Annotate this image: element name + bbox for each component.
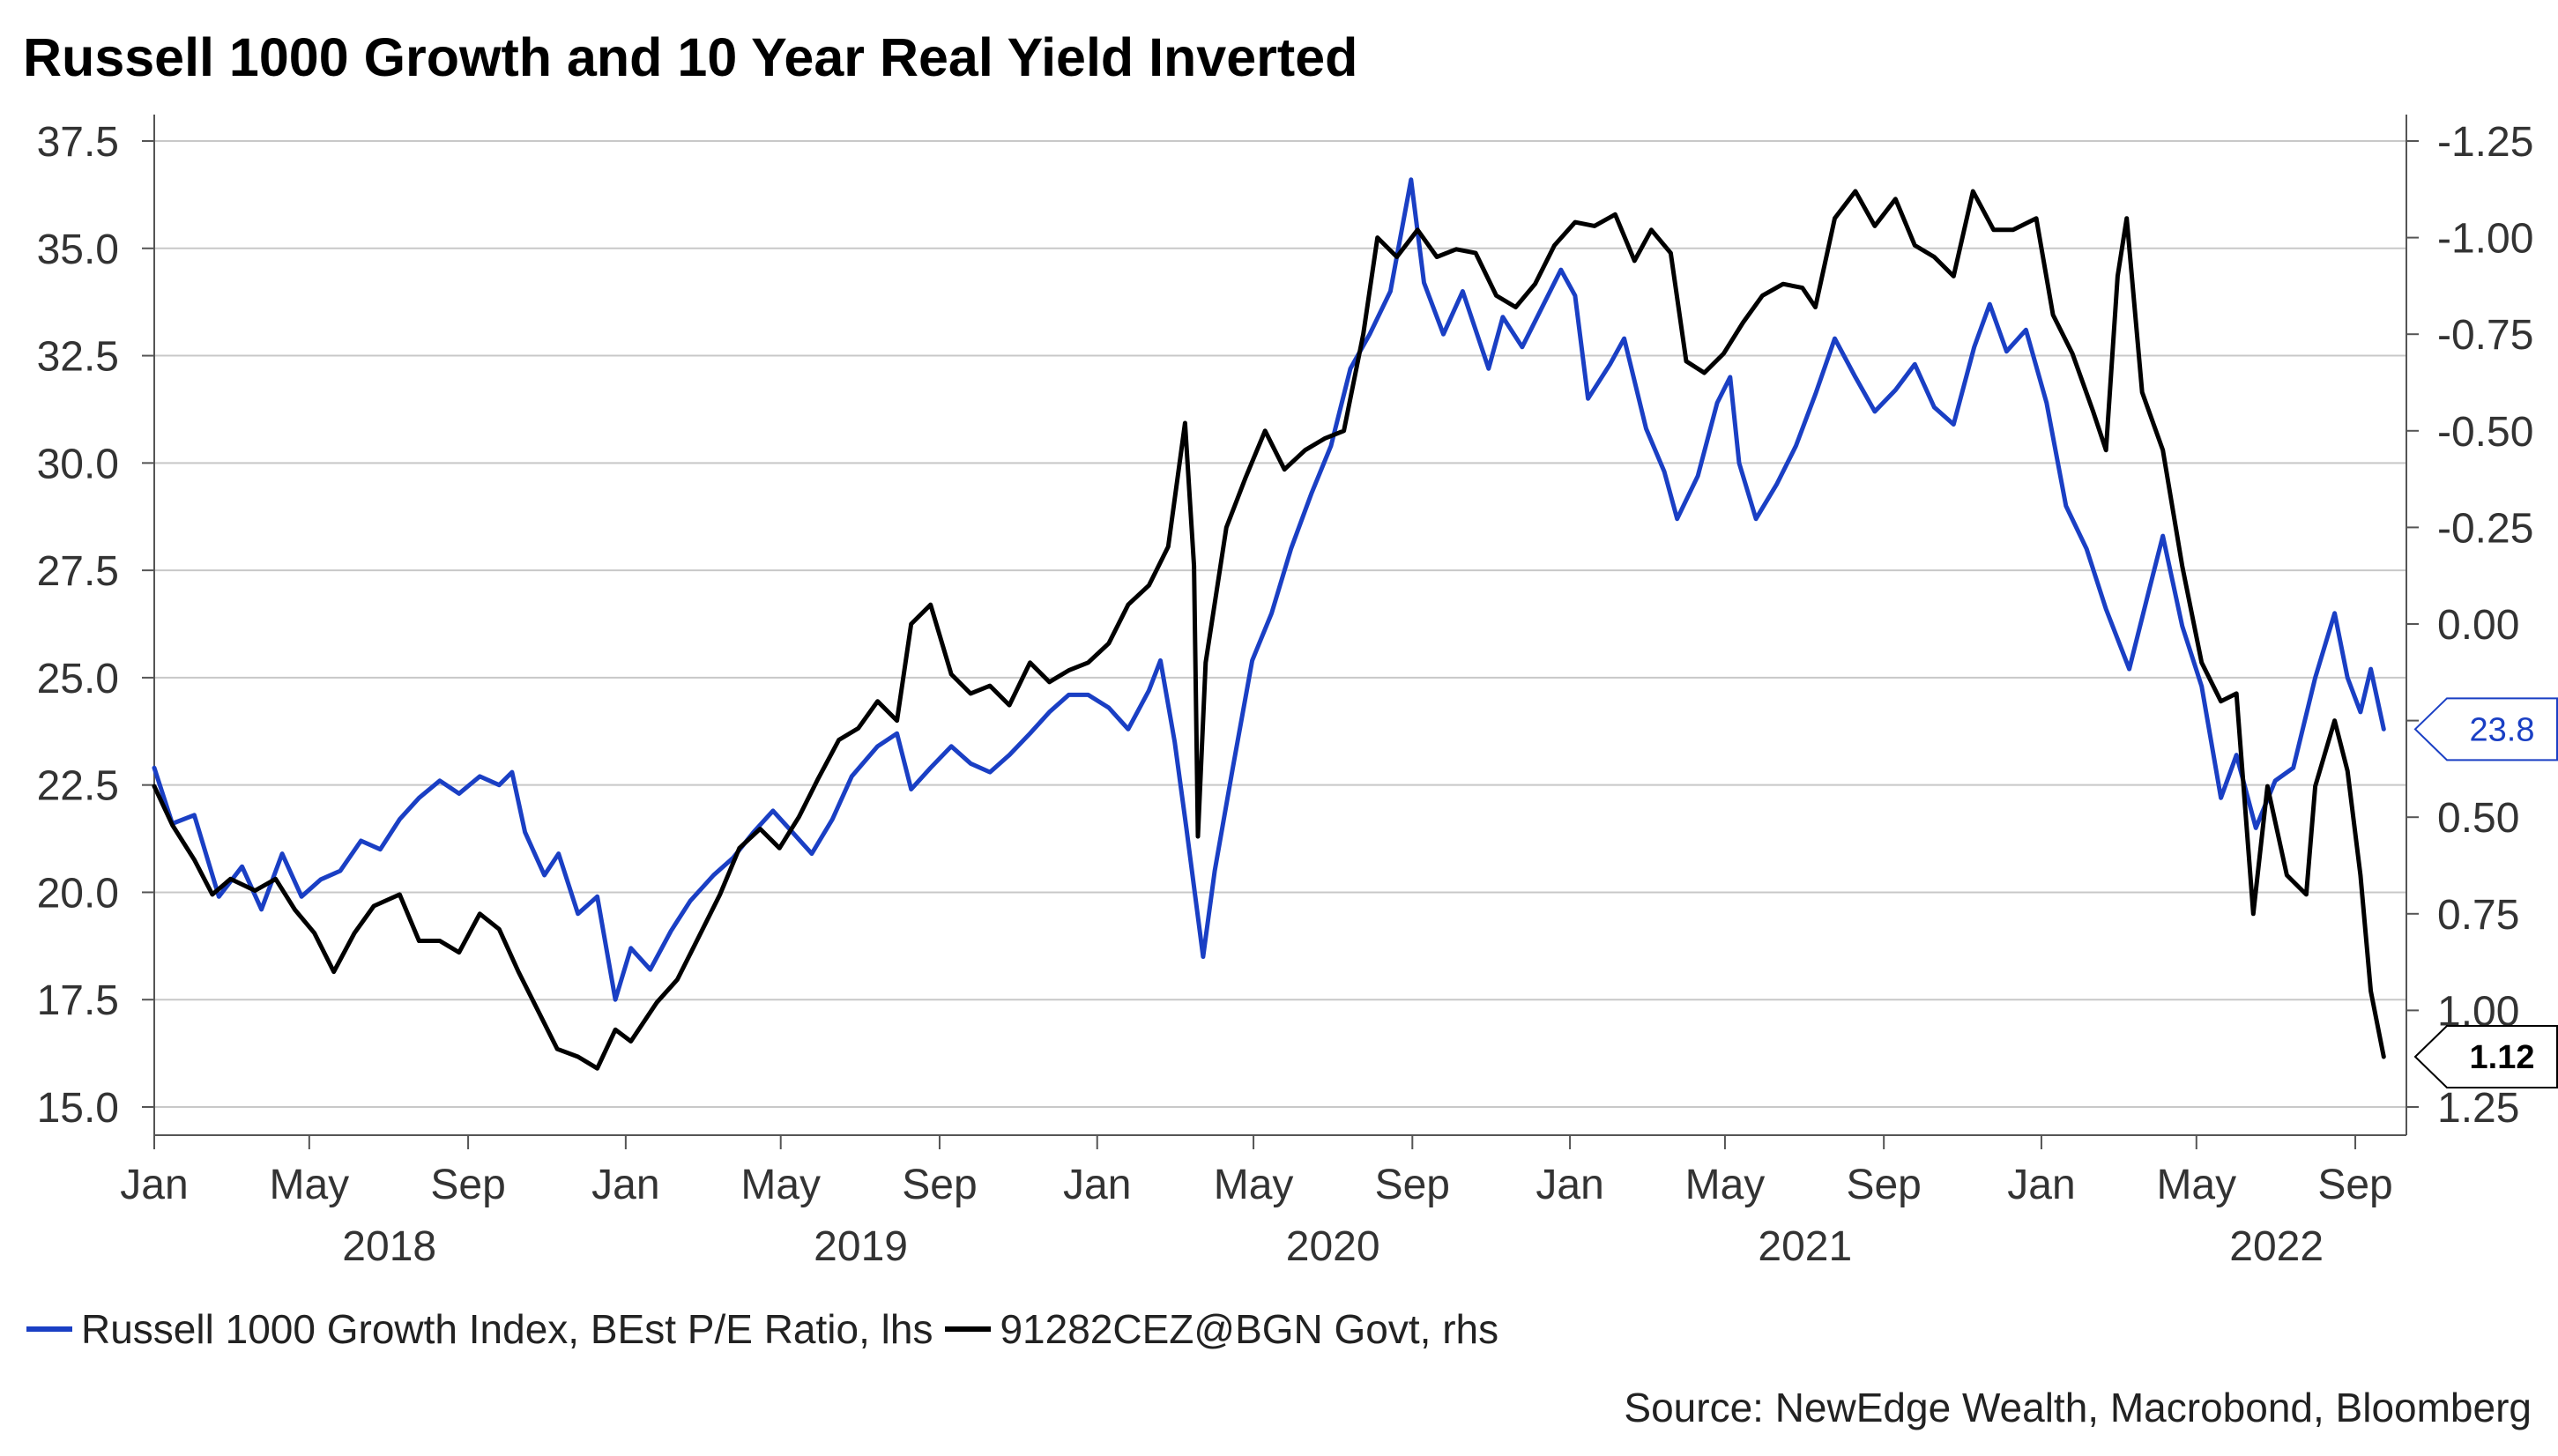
right-tick-label: -1.00 (2437, 216, 2533, 263)
right-tick-label: 0.00 (2437, 602, 2519, 649)
last-value-flag-real-yield (2413, 1025, 2558, 1089)
legend-swatch-pe-ratio (26, 1326, 72, 1332)
last-value-flags: 23.8 1.12 (2413, 697, 2558, 1089)
left-tick-label: 22.5 (37, 763, 119, 810)
x-tick-label: Jan (591, 1162, 659, 1208)
left-tick-label: 37.5 (37, 119, 119, 166)
right-tick-label: 0.50 (2437, 795, 2519, 842)
right-tick-label: -0.75 (2437, 312, 2533, 359)
legend-item-pe-ratio: Russell 1000 Growth Index, BEst P/E Rati… (26, 1305, 933, 1353)
source-note: Source: NewEdge Wealth, Macrobond, Bloom… (1624, 1385, 2532, 1430)
last-value-label-real-yield: 1.12 (2470, 1039, 2535, 1076)
left-tick-label: 17.5 (37, 977, 119, 1024)
right-tick-label: -0.50 (2437, 409, 2533, 456)
x-tick-label: May (1214, 1162, 1294, 1208)
left-tick-label: 30.0 (37, 441, 119, 487)
x-tick-label: Jan (2007, 1162, 2075, 1208)
last-value-flag-pe-ratio (2413, 697, 2558, 761)
series-line-real-yield (152, 189, 2386, 1071)
x-tick-label: May (1685, 1162, 1766, 1208)
x-year-label: 2019 (814, 1223, 908, 1270)
x-tick-label: May (2156, 1162, 2236, 1208)
left-tick-label: 35.0 (37, 227, 119, 273)
legend-item-real-yield: 91282CEZ@BGN Govt, rhs (945, 1305, 1498, 1353)
x-tick-label: Sep (1846, 1162, 1921, 1208)
left-tick-label: 20.0 (37, 870, 119, 917)
legend-label-pe-ratio: Russell 1000 Growth Index, BEst P/E Rati… (81, 1306, 933, 1352)
x-tick-label: Jan (1063, 1162, 1131, 1208)
axes: 37.5 35.0 32.5 30.0 27.5 25.0 22.5 20.0 17.5 15.0… (37, 115, 2533, 1270)
right-tick-label: -0.25 (2437, 505, 2533, 552)
x-tick-label: Sep (902, 1162, 977, 1208)
x-tick-label: Jan (120, 1162, 188, 1208)
right-tick-label: 0.75 (2437, 892, 2519, 939)
x-tick-label: Sep (1375, 1162, 1450, 1208)
series-line-pe-ratio (152, 177, 2386, 1002)
chart-title: Russell 1000 Growth and 10 Year Real Yie… (23, 27, 1358, 87)
x-year-label: 2022 (2229, 1223, 2324, 1270)
left-tick-label: 25.0 (37, 656, 119, 702)
x-year-label: 2021 (1758, 1223, 1852, 1270)
right-tick-label: -1.25 (2437, 119, 2533, 166)
legend: Russell 1000 Growth Index, BEst P/E Rati… (26, 1303, 1511, 1356)
left-tick-label: 15.0 (37, 1085, 119, 1132)
left-tick-label: 27.5 (37, 548, 119, 595)
series-lines (152, 177, 2386, 1071)
x-year-label: 2018 (342, 1223, 436, 1270)
left-tick-label: 32.5 (37, 334, 119, 381)
legend-swatch-real-yield (945, 1326, 992, 1332)
grid-lines (154, 140, 2406, 1108)
x-tick-label: Sep (2317, 1162, 2392, 1208)
x-tick-label: May (740, 1162, 821, 1208)
legend-label-real-yield: 91282CEZ@BGN Govt, rhs (1000, 1306, 1499, 1352)
x-tick-label: May (270, 1162, 350, 1208)
right-tick-label: 1.25 (2437, 1085, 2519, 1132)
x-tick-label: Sep (430, 1162, 505, 1208)
last-value-label-pe-ratio: 23.8 (2470, 711, 2535, 748)
x-year-label: 2020 (1286, 1223, 1380, 1270)
x-tick-label: Jan (1536, 1162, 1603, 1208)
